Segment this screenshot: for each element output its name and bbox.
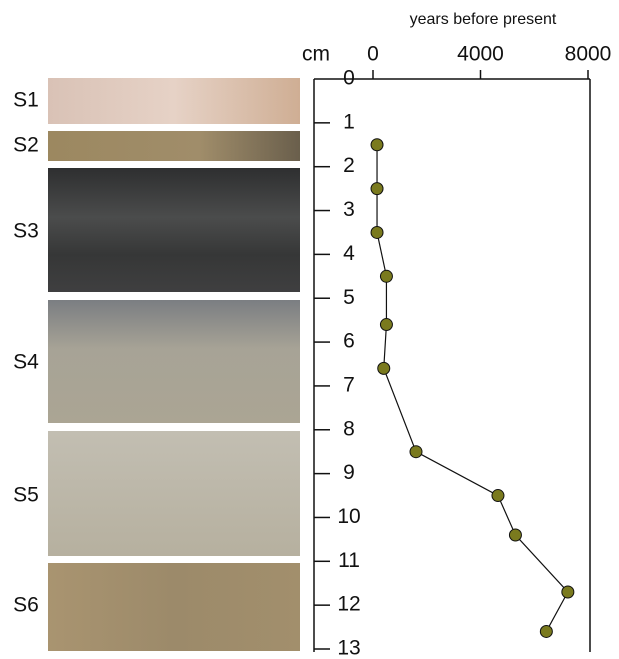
y-tick-label: 8 xyxy=(343,417,355,440)
section-label: S2 xyxy=(13,134,39,157)
data-point xyxy=(378,362,390,374)
core-photo xyxy=(48,131,300,161)
section-label: S4 xyxy=(13,351,39,374)
section-label: S6 xyxy=(13,594,39,617)
core-photo xyxy=(48,431,300,556)
chart: S1 S2 S3 S4 S5 S6 years before present c… xyxy=(0,0,619,659)
section-label: S5 xyxy=(13,484,39,507)
y-tick-label: 6 xyxy=(343,330,355,353)
x-tick-label: 0 xyxy=(367,43,379,66)
core-photo xyxy=(48,78,300,124)
data-point xyxy=(371,226,383,238)
data-point xyxy=(410,446,422,458)
y-tick-label: 4 xyxy=(343,242,355,265)
data-point xyxy=(540,625,552,637)
y-tick-label: 5 xyxy=(343,286,355,309)
core-photo xyxy=(48,168,300,292)
y-tick-label: 1 xyxy=(343,110,355,133)
y-tick-label: 9 xyxy=(343,461,355,484)
data-point xyxy=(492,490,504,502)
data-point xyxy=(371,183,383,195)
section-label: S3 xyxy=(13,220,39,243)
section-label: S1 xyxy=(13,89,39,112)
y-tick-label: 0 xyxy=(343,67,355,90)
data-line xyxy=(377,145,568,632)
data-point xyxy=(562,586,574,598)
core-photos xyxy=(48,78,300,651)
y-tick-label: 2 xyxy=(343,154,355,177)
data-point xyxy=(380,270,392,282)
y-tick-label: 10 xyxy=(337,505,360,528)
data-point xyxy=(509,529,521,541)
y-axis-label: cm xyxy=(302,43,330,66)
x-axis-label: years before present xyxy=(410,11,557,28)
y-tick-label: 3 xyxy=(343,198,355,221)
y-tick-label: 11 xyxy=(338,549,360,572)
x-tick-label: 8000 xyxy=(565,43,612,66)
y-tick-label: 12 xyxy=(337,593,360,616)
core-photo xyxy=(48,563,300,651)
core-photo xyxy=(48,300,300,423)
data-point xyxy=(380,319,392,331)
x-tick-label: 4000 xyxy=(457,43,504,66)
y-tick-label: 13 xyxy=(337,637,360,659)
y-tick-label: 7 xyxy=(343,373,355,396)
data-point xyxy=(371,139,383,151)
